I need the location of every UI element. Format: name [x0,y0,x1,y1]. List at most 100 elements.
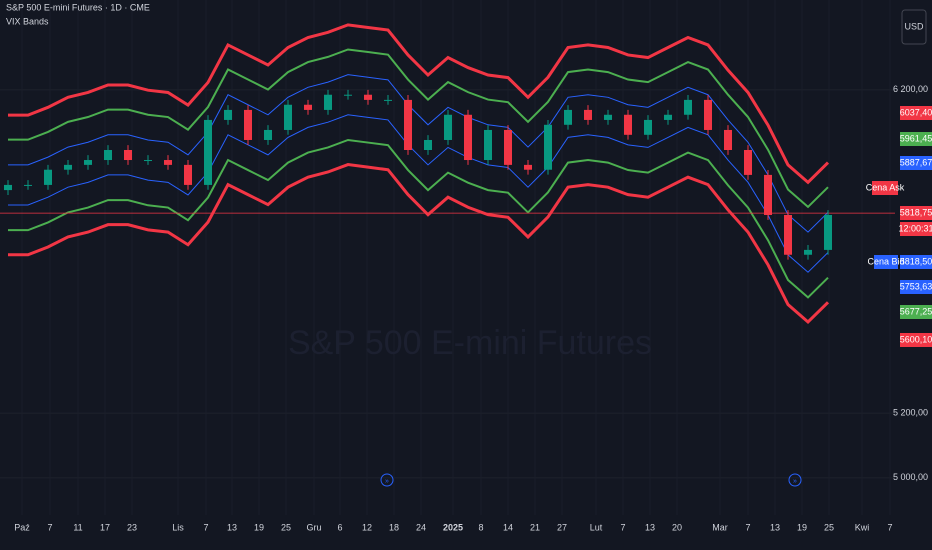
candle-body [324,94,332,110]
candle-body [804,249,812,255]
candle-body [684,99,692,115]
price-label-box [900,255,932,269]
current-price-label-box [900,206,932,220]
candle-body [744,150,752,175]
candle-body [404,99,412,151]
candle-body [124,150,132,161]
candle-body [604,114,612,120]
price-label: 5961,45 [900,133,932,143]
x-tick-label: 2025 [443,522,463,532]
price-label: 5887,67 [900,157,932,167]
x-tick-label: 18 [389,522,399,532]
candle-body [204,119,212,185]
price-label: 5600,10 [900,334,932,344]
band-line [8,23,830,185]
x-tick-label: 7 [620,522,625,532]
candle-body [24,184,32,186]
x-tick-label: 12 [362,522,372,532]
current-time: 12:00:31 [898,223,932,233]
candle-body [384,99,392,101]
price-label-box [900,132,932,146]
price-label-box [900,333,932,347]
candle-body [264,129,272,140]
price-label: 5818,50 [900,256,932,266]
x-tick-label: 17 [100,522,110,532]
candle-body [364,94,372,100]
current-time-box [900,222,932,236]
candle-body [624,114,632,135]
candle-body [4,184,12,191]
x-tick-label: 7 [203,522,208,532]
price-label-box [900,106,932,120]
candle-body [564,109,572,125]
indicator-name: VIX Bands [6,16,49,26]
price-label-box [900,305,932,319]
band-line [8,74,829,233]
candle-body [64,164,72,170]
x-tick-label: Gru [306,522,321,532]
current-price-label: 5818,75 [900,207,932,217]
x-tick-label: Kwi [855,522,870,532]
x-tick-label: 11 [73,522,82,532]
candle-body [104,150,112,161]
y-tick-label: 5 000,00 [893,472,928,482]
candle-body [184,164,192,185]
band-line [8,48,829,209]
x-tick-label: Lis [172,522,184,532]
price-label-box [900,280,932,294]
chart-title: S&P 500 E-mini Futures · 1D · CME [6,2,150,12]
x-tick-label: 23 [127,522,137,532]
ask-label: Cena Ask [866,182,905,192]
price-label: 6037,40 [900,107,932,117]
event-marker[interactable]: » [380,473,394,487]
candle-body [484,129,492,161]
candle-body [44,169,52,185]
candle-body [344,94,352,96]
x-tick-label: 6 [337,522,342,532]
x-tick-label: 13 [645,522,655,532]
candle-body [224,109,232,120]
x-tick-label: 14 [503,522,513,532]
price-label-box [900,156,932,170]
x-tick-label: 13 [227,522,237,532]
currency-box[interactable] [901,9,927,45]
event-marker[interactable]: » [788,473,802,487]
candle-body [424,139,432,151]
x-tick-label: 24 [416,522,426,532]
candle-body [504,129,512,165]
x-tick-label: 7 [745,522,750,532]
bid-label: Cena Bid [867,256,904,266]
y-tick-label: 6 200,00 [893,84,928,94]
band-line [8,163,830,325]
price-label: 5753,63 [900,281,932,291]
svg-text:»: » [793,478,797,485]
candle-body [544,124,552,170]
candle-body [724,129,732,151]
watermark: S&P 500 E-mini Futures [288,324,652,362]
x-tick-label: Paź [14,522,30,532]
candle-body [284,104,292,130]
x-tick-label: 25 [281,522,291,532]
x-tick-label: Mar [712,522,728,532]
candle-body [784,214,792,255]
price-label: 5677,25 [900,306,932,316]
band-line [8,114,829,273]
x-tick-label: 7 [887,522,892,532]
candle-body [164,160,172,165]
candle-body [584,109,592,120]
candle-body [464,114,472,161]
currency[interactable]: USD [904,21,924,31]
x-tick-label: Lut [590,522,603,532]
candle-body [84,160,92,165]
x-tick-label: 19 [797,522,807,532]
candle-body [664,114,672,120]
candle-body [824,214,832,250]
x-tick-label: 21 [530,522,540,532]
candle-body [304,104,312,110]
band-line [8,138,829,299]
x-tick-label: 27 [557,522,567,532]
candle-body [244,109,252,140]
x-tick-label: 7 [47,522,52,532]
